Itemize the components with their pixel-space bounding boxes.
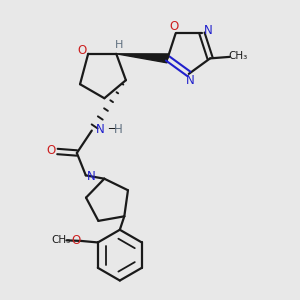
Text: O: O <box>169 20 179 33</box>
Text: H: H <box>114 124 123 136</box>
Text: H: H <box>115 40 123 50</box>
Text: N: N <box>204 24 213 37</box>
Text: O: O <box>47 144 56 158</box>
Text: O: O <box>71 234 81 247</box>
Text: ─: ─ <box>108 124 115 136</box>
Text: N: N <box>96 124 105 136</box>
Text: O: O <box>77 44 86 57</box>
Text: N: N <box>87 170 95 183</box>
Text: CH₃: CH₃ <box>229 51 248 61</box>
Polygon shape <box>116 54 168 63</box>
Text: CH₃: CH₃ <box>52 235 71 245</box>
Text: N: N <box>186 74 195 87</box>
